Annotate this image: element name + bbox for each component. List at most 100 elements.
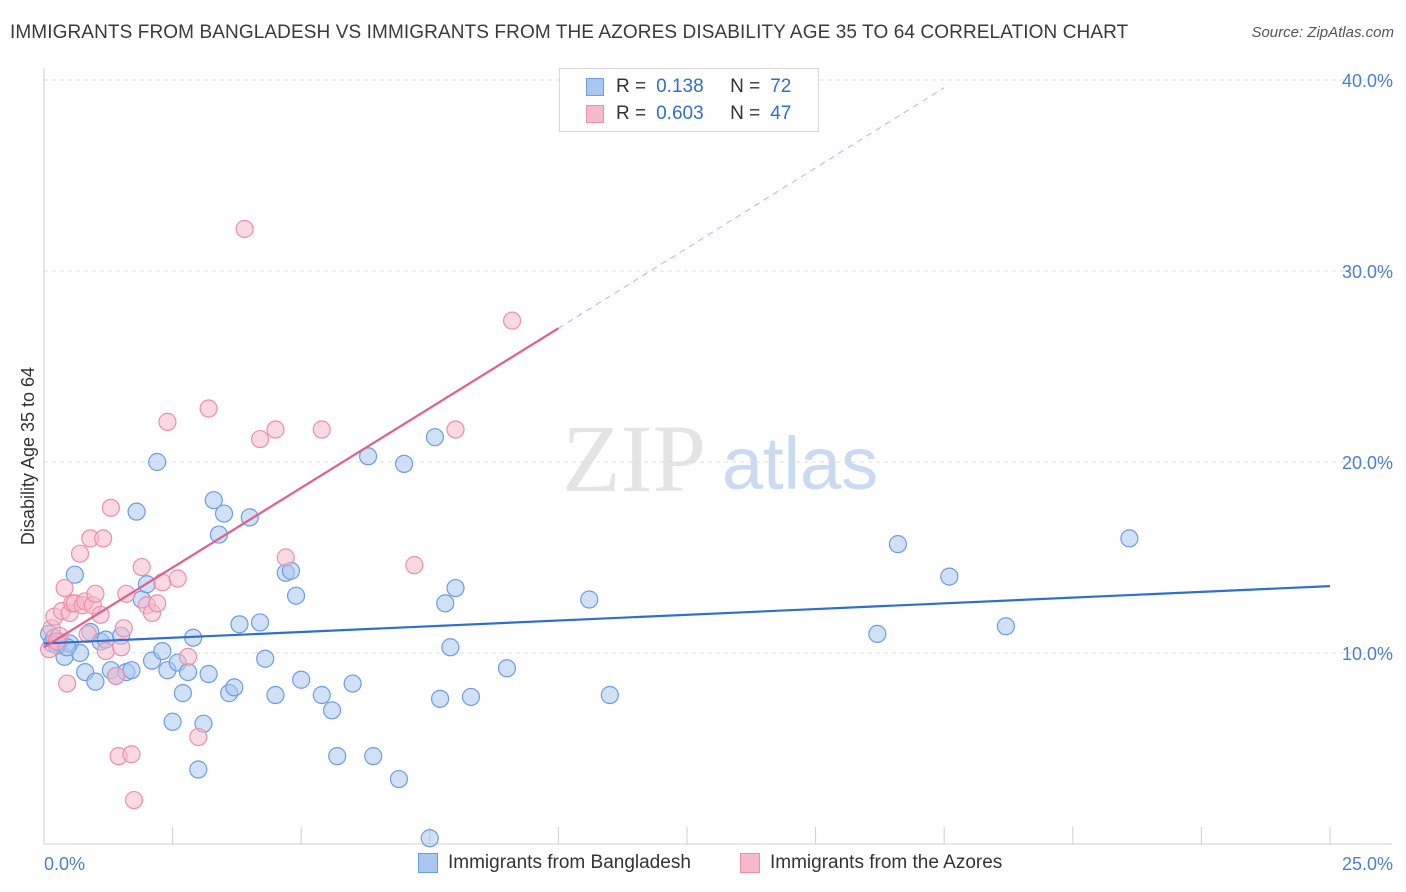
legend-r-label: R = bbox=[616, 76, 647, 97]
axes bbox=[43, 68, 1392, 845]
y-tick-label: 10.0% bbox=[1342, 644, 1393, 664]
legend-label-azores: Immigrants from the Azores bbox=[770, 852, 1003, 873]
point-azores bbox=[86, 584, 105, 603]
y-tick-label: 20.0% bbox=[1342, 453, 1393, 473]
point-bangladesh bbox=[256, 649, 275, 668]
point-bangladesh bbox=[292, 670, 311, 689]
point-bangladesh bbox=[204, 491, 223, 510]
point-azores bbox=[235, 219, 254, 239]
chart-title: IMMIGRANTS FROM BANGLADESH VS IMMIGRANTS… bbox=[10, 22, 1129, 43]
point-azores bbox=[58, 674, 77, 693]
source-credit: Source: ZipAtlas.com bbox=[1251, 24, 1394, 41]
legend-r-label: R = bbox=[616, 103, 647, 124]
legend-n-label: N = bbox=[730, 103, 761, 124]
point-azores bbox=[122, 745, 141, 764]
point-bangladesh bbox=[996, 617, 1016, 636]
point-bangladesh bbox=[580, 590, 599, 609]
point-bangladesh bbox=[420, 829, 439, 848]
point-bangladesh bbox=[1120, 529, 1139, 548]
legend-swatch-blue bbox=[418, 853, 438, 873]
point-azores bbox=[312, 420, 331, 439]
point-bangladesh bbox=[148, 452, 167, 472]
y-axis-title: Disability Age 35 to 64 bbox=[18, 367, 38, 545]
point-azores bbox=[189, 727, 208, 747]
legend-swatch-blue bbox=[586, 78, 604, 96]
point-bangladesh bbox=[358, 447, 378, 466]
legend-r-value: 0.138 bbox=[656, 76, 704, 97]
point-azores bbox=[503, 311, 522, 330]
point-bangladesh bbox=[225, 678, 244, 697]
point-bangladesh bbox=[425, 428, 445, 447]
legend-swatch-pink bbox=[586, 105, 604, 123]
point-bangladesh bbox=[446, 578, 465, 598]
point-bangladesh bbox=[600, 685, 619, 705]
gridlines bbox=[44, 79, 1392, 654]
point-bangladesh bbox=[430, 689, 450, 708]
point-bangladesh bbox=[312, 685, 331, 705]
point-bangladesh bbox=[189, 760, 208, 779]
point-bangladesh bbox=[322, 701, 342, 720]
legend-n-value: 47 bbox=[770, 103, 792, 124]
x-tick-label: 0.0% bbox=[44, 854, 85, 874]
point-bangladesh bbox=[940, 567, 959, 586]
point-bangladesh bbox=[364, 747, 383, 766]
point-bangladesh bbox=[461, 687, 481, 707]
point-bangladesh bbox=[86, 672, 105, 691]
point-azores bbox=[94, 529, 113, 548]
point-azores bbox=[446, 420, 465, 439]
point-bangladesh bbox=[394, 454, 414, 474]
point-azores bbox=[158, 412, 177, 431]
point-bangladesh bbox=[389, 769, 409, 789]
point-bangladesh bbox=[286, 586, 306, 605]
watermark-zip: ZIP bbox=[562, 405, 706, 512]
point-bangladesh bbox=[497, 659, 517, 678]
point-bangladesh bbox=[266, 685, 285, 705]
point-azores bbox=[276, 548, 295, 567]
y-tick-label: 30.0% bbox=[1342, 262, 1393, 282]
point-bangladesh bbox=[250, 613, 270, 632]
point-azores bbox=[112, 638, 131, 657]
legend-n-label: N = bbox=[730, 76, 761, 97]
point-bangladesh bbox=[163, 712, 182, 731]
point-bangladesh bbox=[173, 684, 192, 703]
point-bangladesh bbox=[214, 504, 234, 523]
point-azores bbox=[96, 641, 115, 661]
point-bangladesh bbox=[122, 661, 141, 680]
legend-row-bangladesh: R = 0.138 N = 72 bbox=[586, 74, 791, 100]
point-azores bbox=[178, 647, 198, 666]
point-azores bbox=[250, 429, 270, 449]
point-azores bbox=[55, 578, 74, 598]
x-tick-label: 25.0% bbox=[1342, 854, 1393, 874]
legend-label-bangladesh: Immigrants from Bangladesh bbox=[448, 852, 691, 873]
y-tick-label: 40.0% bbox=[1342, 71, 1393, 91]
legend-item-azores: Immigrants from the Azores bbox=[740, 852, 1002, 874]
point-azores bbox=[114, 619, 133, 638]
point-azores bbox=[132, 557, 151, 577]
point-azores bbox=[78, 624, 97, 644]
legend-r-value: 0.603 bbox=[656, 103, 704, 124]
point-bangladesh bbox=[441, 638, 460, 657]
legend-row-azores: R = 0.603 N = 47 bbox=[586, 101, 791, 127]
point-bangladesh bbox=[230, 615, 249, 634]
point-azores bbox=[266, 420, 285, 439]
point-azores bbox=[168, 569, 187, 588]
point-bangladesh bbox=[868, 624, 887, 644]
trend-line-bangladesh bbox=[43, 585, 1331, 645]
data-points bbox=[40, 219, 1139, 848]
legend-swatch-pink bbox=[740, 853, 760, 873]
trend-lines bbox=[43, 87, 1331, 649]
point-azores bbox=[101, 498, 120, 517]
watermark: ZIP atlas bbox=[562, 405, 878, 512]
point-bangladesh bbox=[153, 641, 172, 661]
point-azores bbox=[405, 556, 424, 575]
point-azores bbox=[148, 594, 167, 613]
point-bangladesh bbox=[328, 747, 347, 766]
point-azores bbox=[124, 790, 144, 810]
point-bangladesh bbox=[65, 565, 84, 584]
point-bangladesh bbox=[178, 662, 198, 682]
point-bangladesh bbox=[127, 502, 146, 521]
legend-n-value: 72 bbox=[770, 76, 792, 97]
tick-labels: 10.0% 20.0% 30.0% 40.0% 0.0% 25.0% bbox=[44, 71, 1393, 874]
legend-item-bangladesh: Immigrants from Bangladesh bbox=[418, 852, 691, 874]
